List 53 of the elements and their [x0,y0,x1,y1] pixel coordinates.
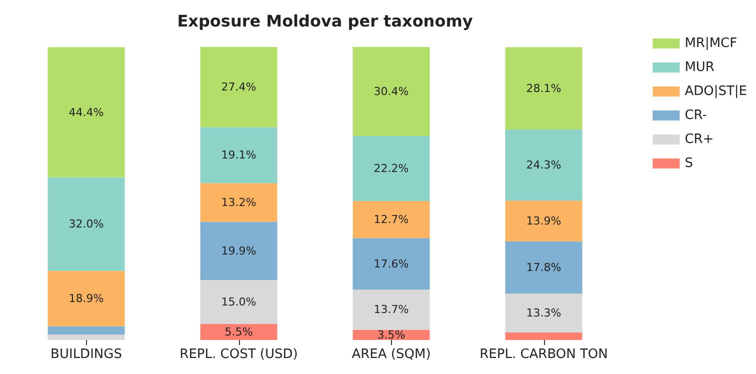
bar [48,177,125,271]
bar [48,334,125,340]
data-label: 15.0% [221,295,256,308]
data-label: 12.7% [374,213,409,226]
bar [352,290,430,330]
legend-label: CR- [684,108,708,123]
bar [352,136,430,201]
bar [505,200,582,242]
data-label: 13.3% [526,306,562,320]
legend-label: CR+ [684,132,714,147]
bar [200,183,278,222]
chart-title: Exposure Moldova per taxonomy [177,12,474,30]
bar [505,47,582,130]
data-label: 19.1% [221,148,256,162]
bar [48,326,125,334]
x-tick-label: AREA (SQM) [352,347,431,362]
data-label: 17.8% [526,260,562,274]
bar [505,332,582,340]
legend-label: MR|MCF [684,36,738,51]
data-label: 3.5% [377,328,406,342]
bar [505,241,582,294]
bar [48,47,125,178]
data-label: 18.9% [68,292,104,306]
legend-label: ADO|ST|E [684,84,748,99]
bar [200,324,278,340]
x-tick-label: REPL. COST (USD) [180,347,298,362]
data-label: 13.9% [526,214,562,228]
data-label: 30.4% [374,84,409,98]
bar [200,222,278,280]
data-label: 32.0% [68,218,104,231]
legend-label: S [684,156,693,171]
bar [352,238,430,290]
data-label: 19.9% [221,244,256,258]
data-label: 13.7% [374,303,409,316]
data-label: 13.2% [221,196,256,209]
data-label: 5.5% [224,325,253,338]
bar [200,47,278,128]
data-label: 17.6% [374,257,409,270]
x-tick-label: BUILDINGS [50,347,122,362]
data-label: 24.3% [526,158,562,172]
bar [352,200,430,238]
bar [200,127,278,184]
data-label: 28.1% [526,82,562,95]
data-label: 27.4% [221,80,256,94]
bar [505,293,582,332]
data-label: 22.2% [374,162,409,175]
bar [352,47,430,136]
data-label: 44.4% [68,106,104,119]
bar [48,270,125,326]
x-tick-label: REPL. CARBON TON [480,347,608,362]
bar [505,130,582,201]
bar [200,280,278,324]
legend-label: MUR [684,60,714,75]
